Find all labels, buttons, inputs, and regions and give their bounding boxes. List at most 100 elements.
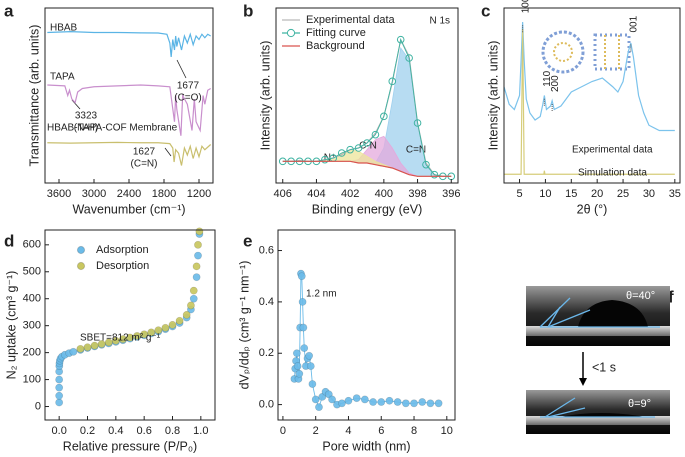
x-tick-label: 2	[313, 425, 319, 437]
angle-before: θ=40°	[626, 290, 655, 302]
marker	[329, 154, 338, 162]
x-tick-label: 400	[375, 188, 393, 200]
panel-label: a	[4, 1, 14, 20]
marker	[175, 316, 184, 325]
annotation: 3323	[75, 111, 98, 122]
x-tick-label: 25	[617, 188, 629, 200]
marker	[299, 323, 308, 332]
time-arrow-head	[579, 378, 587, 386]
series-line	[47, 84, 211, 136]
marker	[346, 145, 354, 154]
marker	[189, 294, 198, 303]
x-tick-label: 8	[411, 425, 417, 437]
marker	[161, 323, 170, 332]
substrate	[526, 326, 670, 336]
panel-label: d	[4, 231, 14, 250]
marker	[377, 398, 386, 406]
series-line	[47, 31, 211, 58]
marker	[295, 369, 304, 378]
x-tick-label: 5	[516, 188, 522, 200]
marker	[360, 395, 369, 404]
x-tick-label: 0.6	[137, 425, 152, 437]
marker	[311, 395, 320, 404]
legend-label: Background	[306, 40, 365, 52]
annotation: (C=O)	[174, 93, 202, 104]
panel-label: f	[668, 287, 674, 306]
marker	[83, 343, 92, 352]
x-axis-label: Pore width (nm)	[322, 439, 410, 453]
marker	[388, 77, 397, 86]
marker	[111, 336, 120, 345]
x-tick-label: 10	[539, 188, 551, 200]
x-tick-label: 30	[643, 188, 655, 200]
y-tick-label: 0.6	[259, 244, 274, 256]
marker	[140, 330, 149, 339]
marker	[422, 160, 430, 169]
marker	[119, 335, 127, 344]
marker	[344, 396, 353, 405]
photo-after	[526, 390, 670, 434]
peak-label: 110	[542, 70, 553, 86]
marker	[168, 320, 177, 329]
legend-marker	[76, 261, 86, 271]
marker	[371, 130, 380, 139]
series-line	[282, 160, 452, 177]
y-axis-label: Transmittance (arb. units)	[27, 25, 41, 167]
y-tick-label: 400	[23, 293, 41, 305]
marker	[396, 35, 405, 44]
marker	[147, 328, 156, 337]
marker	[300, 344, 309, 353]
peak-label: 001	[628, 15, 639, 32]
marker	[401, 399, 410, 408]
series-label: HBAB	[50, 23, 78, 34]
y-axis-label: N₂ uptake (cm³ g⁻¹)	[4, 271, 18, 380]
y-axis-label: Intensity (arb. units)	[258, 41, 272, 151]
annotation: 1.2 nm	[306, 289, 337, 300]
x-tick-label: 1200	[187, 188, 211, 200]
droplet	[560, 413, 645, 417]
marker	[297, 272, 306, 281]
marker	[308, 380, 317, 388]
marker	[321, 155, 329, 164]
plot-frame	[277, 229, 456, 421]
marker	[385, 396, 394, 405]
marker	[298, 297, 307, 306]
marker	[55, 391, 64, 400]
annotation: (C=N)	[131, 159, 158, 170]
y-tick-label: 0.0	[259, 399, 274, 411]
marker	[328, 395, 336, 404]
x-tick-label: 0.0	[52, 425, 67, 437]
marker	[363, 139, 371, 147]
droplet	[578, 300, 648, 327]
marker	[369, 398, 377, 406]
annotation: 1627	[133, 147, 156, 158]
panel-label: b	[243, 1, 253, 20]
angle-after: θ=9°	[628, 398, 651, 410]
marker	[76, 344, 85, 353]
x-tick-label: 404	[307, 188, 325, 200]
component-label: C=N	[406, 145, 426, 156]
y-tick-label: 0.4	[259, 296, 274, 308]
x-tick-label: 0.8	[165, 425, 180, 437]
marker	[192, 273, 201, 282]
x-tick-label: 35	[669, 188, 681, 200]
marker	[413, 119, 422, 127]
time-label: <1 s	[592, 360, 616, 374]
angle-lines	[540, 397, 655, 418]
panel-label: e	[243, 231, 252, 250]
marker	[97, 340, 106, 348]
marker	[90, 341, 99, 350]
x-tick-label: 396	[442, 188, 460, 200]
marker	[293, 362, 302, 370]
y-tick-label: 0.2	[259, 347, 274, 359]
series-label: Simulation data	[578, 168, 647, 179]
marker	[182, 310, 191, 319]
annotation: N 1s	[429, 16, 450, 27]
marker	[187, 301, 195, 310]
marker	[338, 399, 346, 408]
x-tick-label: 15	[565, 188, 577, 200]
peak-label: 100	[520, 0, 531, 13]
y-tick-label: 100	[23, 373, 41, 385]
x-tick-label: 398	[408, 188, 426, 200]
